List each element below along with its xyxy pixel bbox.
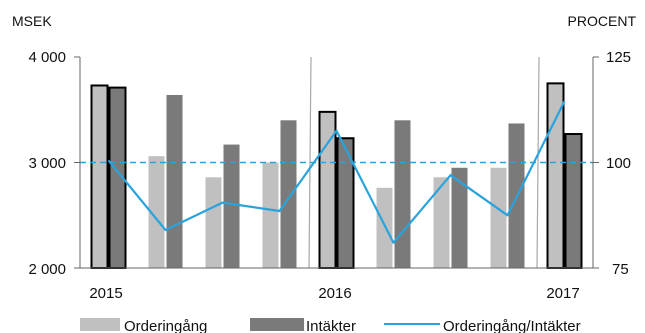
bar-revenue (451, 167, 468, 268)
bar-orders (546, 82, 565, 269)
bar-orders (376, 187, 393, 268)
right-tick-label: 75 (612, 261, 629, 278)
year-label-2016: 2016 (318, 285, 351, 302)
left-tick-label: 4 000 (28, 49, 66, 66)
right-axis-unit: PROCENT (568, 13, 637, 29)
year-label-2017: 2017 (546, 285, 579, 302)
series-line-ratio (107, 100, 566, 244)
year-label-2015: 2015 (89, 285, 122, 302)
bar-revenue (280, 120, 297, 268)
ratio-line-layer (80, 100, 593, 244)
bar-revenue (223, 144, 240, 268)
bar-orders (205, 177, 222, 268)
bar-orders (148, 156, 165, 268)
left-tick-label: 2 000 (28, 261, 66, 278)
bar-orders (90, 84, 109, 269)
right-tick-label: 125 (606, 49, 631, 66)
legend-label-revenue: Intäkter (306, 318, 356, 333)
legend-swatch-orders (80, 318, 120, 331)
bar-orders (490, 167, 507, 268)
bar-orders (262, 162, 279, 268)
legend-swatch-revenue (250, 318, 304, 331)
year-separator (536, 56, 540, 269)
bar-revenue (564, 133, 583, 269)
legend: Orderingång Intäkter Orderingång/Intäkte… (80, 318, 581, 333)
bar-orders (433, 177, 450, 268)
right-tick-label: 100 (606, 155, 631, 172)
bars (90, 82, 583, 269)
left-axis-unit: MSEK (12, 13, 52, 29)
left-tick-label: 3 000 (28, 155, 66, 172)
bar-revenue (166, 94, 183, 268)
legend-label-orders: Orderingång (124, 318, 207, 333)
legend-label-ratio: Orderingång/Intäkter (443, 318, 581, 333)
bar-revenue (394, 120, 411, 268)
